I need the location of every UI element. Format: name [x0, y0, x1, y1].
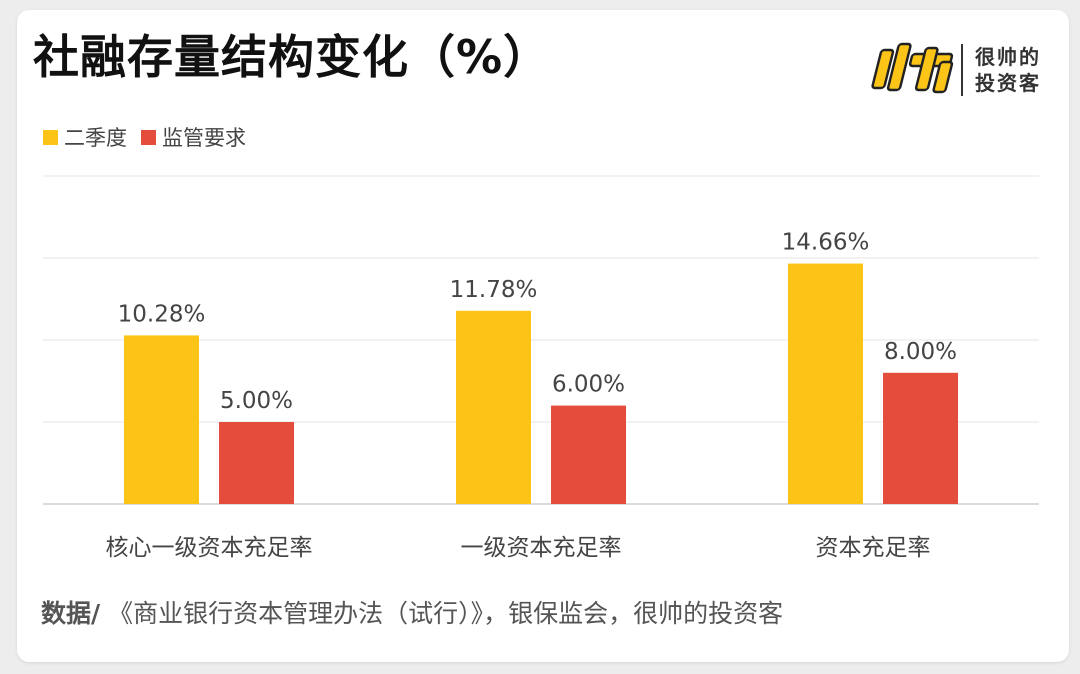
brand-line-2: 投资客 — [975, 71, 1041, 95]
data-label-requirement-2: 8.00% — [884, 339, 957, 365]
bar-requirement-2 — [883, 372, 958, 504]
bar-q2-1 — [456, 310, 531, 504]
legend: 二季度 监管要求 — [43, 122, 260, 152]
brand-line-1: 很帅的 — [975, 45, 1041, 69]
category-label-1: 一级资本充足率 — [461, 535, 622, 561]
logo-divider — [961, 44, 963, 96]
bar-q2-0 — [124, 335, 199, 504]
data-label-q2-0: 10.28% — [118, 301, 206, 327]
source-label: 数据/ — [41, 599, 101, 628]
bar-q2-2 — [788, 263, 863, 504]
bar-chart: 10.28% 5.00% 核心一级资本充足率 11.78% 6.00% 一级资本充足率 14… — [43, 175, 1039, 561]
legend-swatch-requirement — [141, 129, 156, 145]
logo-mark — [871, 42, 954, 94]
category-label-0: 核心一级资本充足率 — [106, 535, 313, 561]
legend-swatch-q2 — [43, 129, 58, 145]
source-text: 《商业银行资本管理办法（试行）》，银保监会，很帅的投资客 — [100, 599, 784, 628]
data-label-requirement-0: 5.00% — [220, 388, 293, 414]
legend-entry-requirement: 监管要求 — [141, 122, 246, 152]
source-note: 数据/ 《商业银行资本管理办法（试行）》，银保监会，很帅的投资客 — [41, 594, 783, 630]
data-label-requirement-1: 6.00% — [552, 372, 625, 398]
bar-requirement-0 — [219, 422, 294, 504]
chart-title: 社融存量结构变化（%） — [33, 30, 551, 84]
chart-card: 社融存量结构变化（%） 二季度 监管要求 很帅的 投资客 10.28% 5.00%… — [17, 10, 1069, 662]
data-label-q2-1: 11.78% — [450, 277, 538, 303]
category-label-2: 资本充足率 — [816, 535, 931, 561]
legend-label-q2: 二季度 — [64, 126, 127, 150]
legend-label-requirement: 监管要求 — [162, 126, 246, 150]
legend-entry-q2: 二季度 — [43, 122, 127, 152]
brand-text: 很帅的 投资客 — [975, 44, 1041, 96]
bar-requirement-1 — [551, 405, 626, 504]
data-label-q2-2: 14.66% — [782, 230, 870, 256]
